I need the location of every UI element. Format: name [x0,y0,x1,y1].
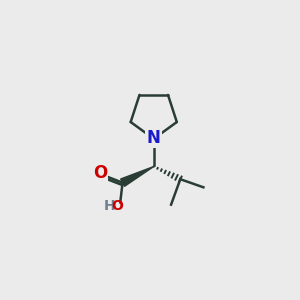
Text: O: O [93,164,107,182]
Text: H: H [103,199,115,213]
Text: N: N [147,129,161,147]
Text: O: O [111,199,123,213]
Polygon shape [121,167,154,186]
